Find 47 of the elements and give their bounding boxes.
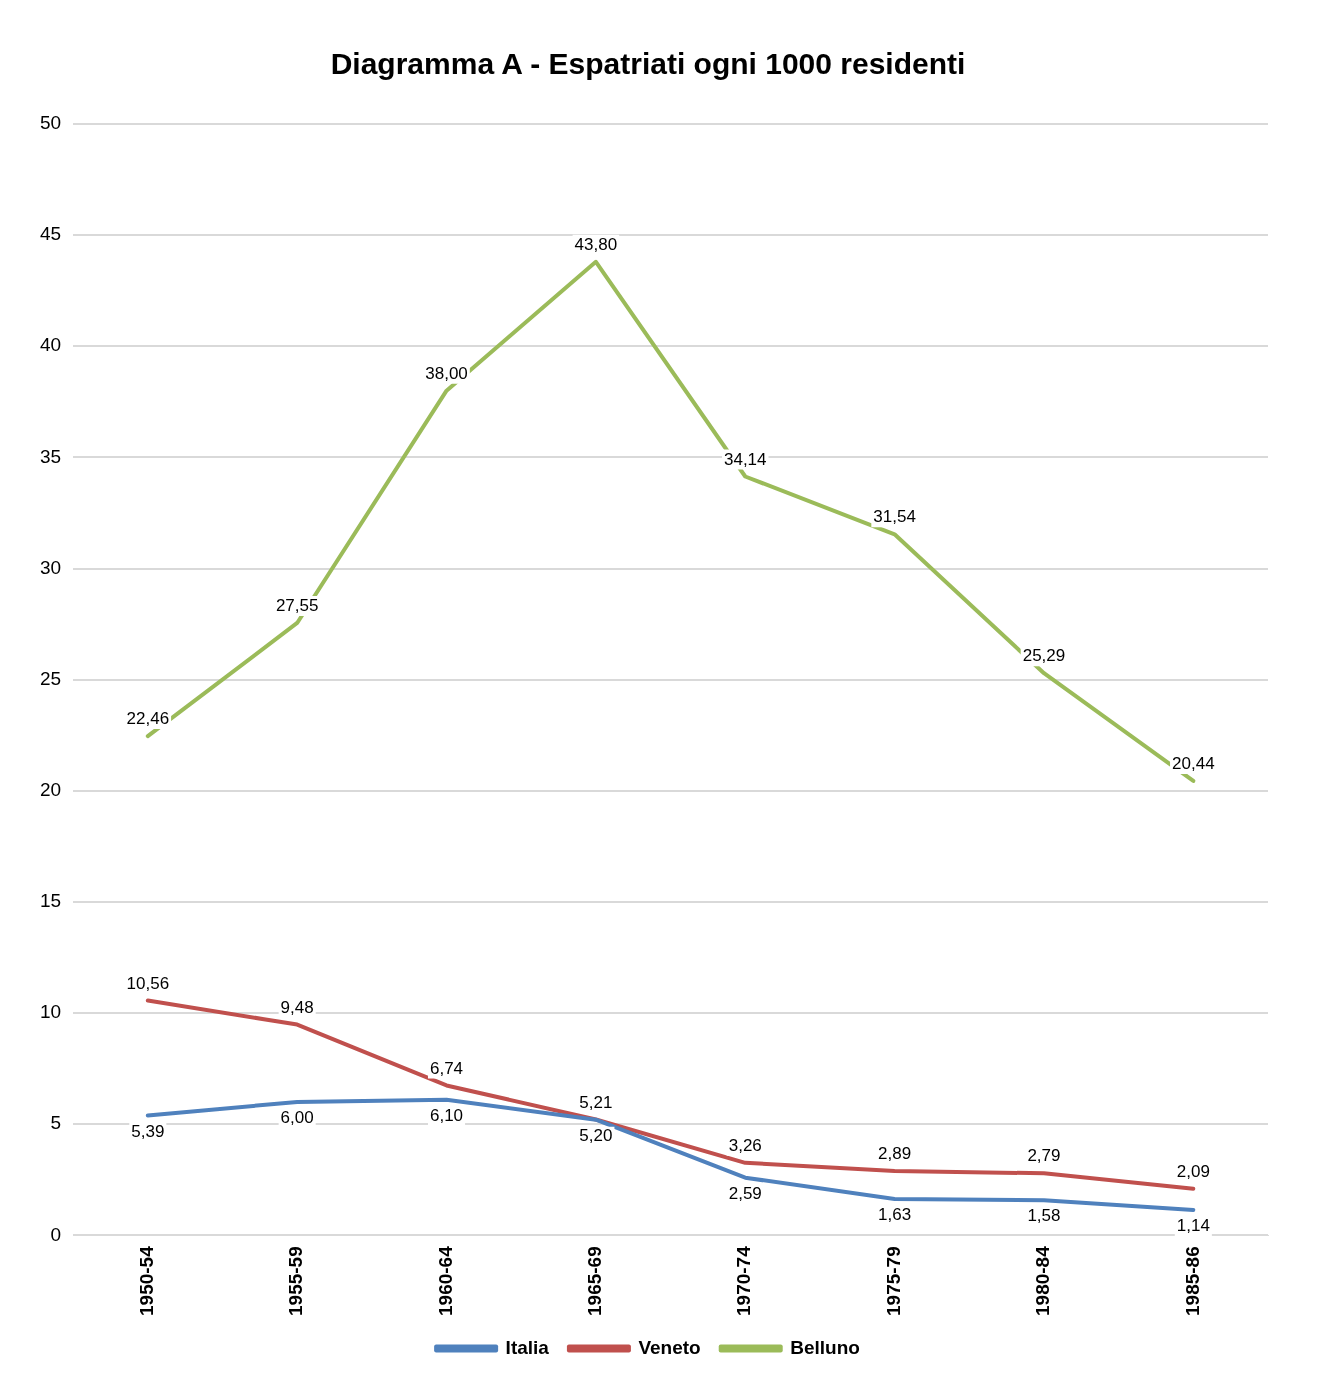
data-label: 9,48: [280, 997, 314, 1017]
data-label: 5,21: [579, 1092, 613, 1112]
x-tick-label: 1975-79: [882, 1246, 904, 1317]
data-label: 43,80: [574, 234, 618, 254]
y-tick-label: 20: [39, 779, 62, 800]
x-tick-label: 1965-69: [584, 1246, 606, 1317]
data-label: 1,58: [1027, 1206, 1061, 1226]
data-label: 34,14: [723, 449, 767, 469]
y-tick-label: 50: [39, 112, 62, 134]
data-label: 1,63: [878, 1205, 912, 1225]
y-tick-label: 10: [39, 1001, 62, 1023]
chart-title: Diagramma A - Espatriati ogni 1000 residenti: [330, 47, 966, 81]
y-tick-label: 30: [39, 556, 62, 578]
data-label: 2,09: [1176, 1162, 1210, 1182]
data-label: 6,00: [280, 1108, 314, 1128]
data-label: 5,39: [131, 1121, 165, 1141]
data-label: 22,46: [126, 709, 170, 729]
y-tick-label: 35: [39, 445, 62, 467]
x-tick-label: 1970-74: [733, 1245, 755, 1317]
legend-label: Veneto: [638, 1336, 701, 1358]
data-label: 2,59: [728, 1183, 762, 1203]
legend-label: Belluno: [790, 1336, 860, 1358]
y-tick-label: 15: [39, 890, 62, 912]
x-tick-label: 1985-86: [1181, 1246, 1203, 1317]
y-tick-label: 40: [39, 334, 62, 356]
legend-label: Italia: [505, 1336, 550, 1358]
data-label: 2,79: [1027, 1146, 1061, 1166]
data-label: 2,89: [878, 1144, 912, 1164]
y-tick-label: 45: [39, 223, 62, 245]
data-label: 6,10: [429, 1105, 464, 1125]
data-label: 6,74: [429, 1058, 464, 1078]
data-label: 31,54: [873, 507, 916, 527]
data-label: 38,00: [425, 363, 468, 383]
x-tick-label: 1950-54: [136, 1245, 158, 1317]
data-label: 20,44: [1172, 754, 1215, 774]
data-label: 10,56: [126, 973, 170, 993]
x-tick-label: 1960-64: [434, 1245, 456, 1317]
data-label: 1,14: [1176, 1216, 1210, 1236]
y-tick-label: 0: [50, 1223, 62, 1245]
x-tick-label: 1955-59: [285, 1246, 307, 1317]
data-label: 3,26: [728, 1136, 762, 1155]
data-label: 25,29: [1022, 646, 1066, 666]
data-label: 5,20: [579, 1125, 613, 1145]
y-tick-label: 5: [50, 1112, 62, 1134]
y-tick-label: 25: [39, 667, 62, 689]
data-label: 27,55: [275, 596, 319, 616]
x-tick-label: 1980-84: [1032, 1245, 1054, 1317]
